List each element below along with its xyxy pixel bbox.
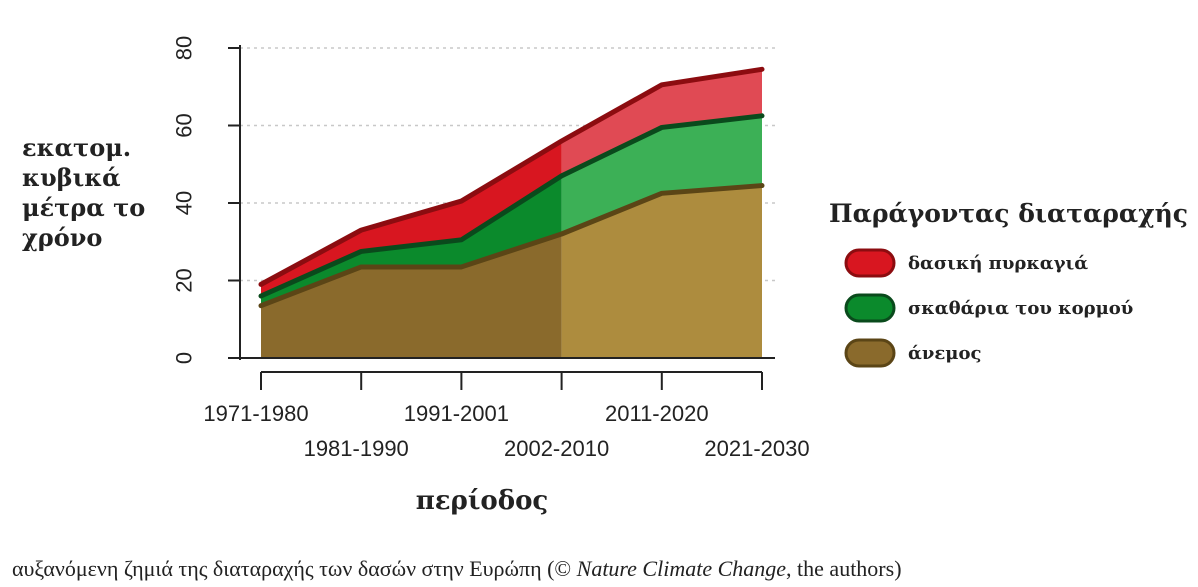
x-tick-label: 1991-2001 <box>404 401 509 426</box>
legend-swatch <box>844 338 896 368</box>
x-ticks: 1971-1980 1981-1990 1991-2001 2002-2010 2011… <box>203 371 810 461</box>
y-axis-label-line: εκατομ. <box>22 133 131 162</box>
y-axis-label-line: χρόνο <box>22 223 102 252</box>
area-1-projection <box>561 115 762 235</box>
y-tick-label: 60 <box>172 113 197 137</box>
y-tick-label: 40 <box>172 191 197 215</box>
x-tick-label: 2021-2030 <box>704 436 809 461</box>
x-tick-label: 1981-1990 <box>304 436 409 461</box>
area-0-historical <box>261 234 562 358</box>
caption-text: αυξανόμενη ζημιά της διαταραχής των δασώ… <box>12 556 577 581</box>
area-0-projection <box>561 185 762 358</box>
area-1-historical <box>261 175 562 306</box>
x-tick-label: 1971-1980 <box>203 401 308 426</box>
y-axis-label-line: μέτρα το <box>22 193 145 222</box>
series-line-0 <box>258 183 765 309</box>
legend-swatch <box>844 248 896 278</box>
x-tick-label: 2011-2020 <box>605 401 709 426</box>
y-tick-label: 0 <box>172 352 197 364</box>
caption-credit: , the authors) <box>786 556 902 581</box>
legend-entry: δασική πυρκαγιά <box>908 253 1088 274</box>
y-ticks: 0 20 40 60 80 <box>172 36 240 364</box>
y-tick-label: 20 <box>172 268 197 292</box>
y-tick-label: 80 <box>172 36 197 60</box>
series-line-1 <box>258 113 765 299</box>
y-axis-label-line: κυβικά <box>22 163 121 192</box>
area-2-historical <box>261 141 562 296</box>
x-axis-label: περίοδος <box>416 486 549 516</box>
legend: Παράγοντας διαταραχής δασική πυρκαγιά σκα… <box>829 199 1188 368</box>
legend-swatch <box>844 293 896 323</box>
x-tick-label: 2002-2010 <box>504 436 609 461</box>
legend-entry: άνεμος <box>908 343 981 364</box>
legend-title: Παράγοντας διαταραχής <box>829 199 1188 228</box>
figure-caption: αυξανόμενη ζημιά της διαταραχής των δασώ… <box>12 556 902 582</box>
stacked-areas <box>258 66 765 358</box>
legend-entry: σκαθάρια του κορμού <box>908 298 1133 319</box>
series-line-2 <box>258 66 765 287</box>
caption-journal: Nature Climate Change <box>576 556 787 581</box>
chart: 0 20 40 60 80 1971-1980 1981-1990 1991-2001 200… <box>22 36 1188 516</box>
